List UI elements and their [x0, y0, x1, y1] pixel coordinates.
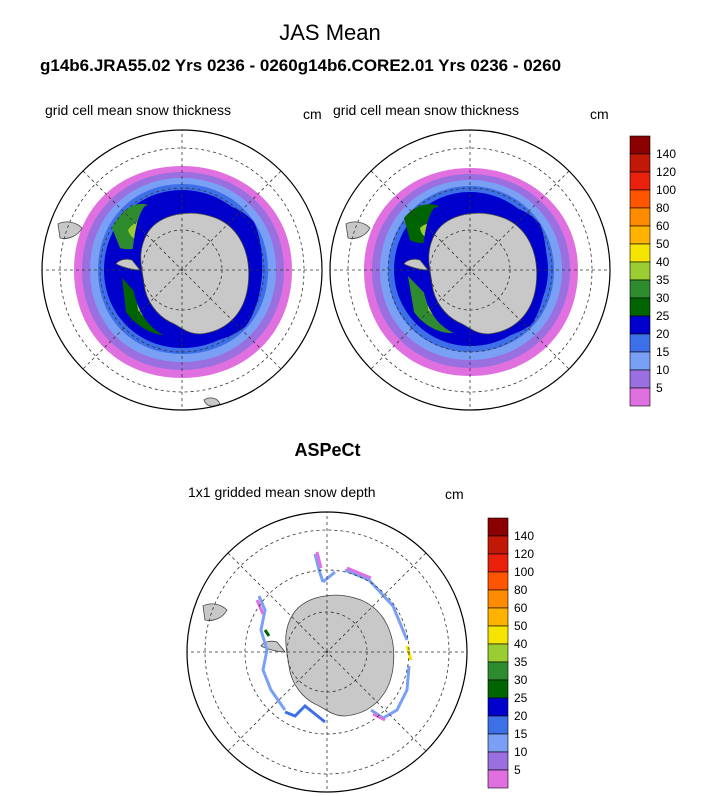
colorbar-label: 5 [514, 763, 521, 777]
colorbar-label: 20 [656, 327, 670, 341]
figure-title: JAS Mean [279, 20, 381, 45]
colorbar-swatch [629, 387, 651, 407]
colorbar-swatch [629, 297, 651, 317]
colorbar-swatch [487, 769, 509, 789]
colorbar-swatch [487, 589, 509, 609]
panel-3-units: cm [445, 486, 464, 502]
antarctica [345, 212, 538, 335]
colorbar-label: 10 [514, 745, 528, 759]
panel-3-label: 1x1 gridded mean snow depth [188, 484, 376, 500]
polar-map-core2 [329, 129, 611, 411]
colorbar-label: 60 [514, 601, 528, 615]
colorbar-label: 140 [514, 529, 534, 543]
colorbar-swatch [487, 571, 509, 591]
colorbar-swatch [487, 643, 509, 663]
polar-map-jra55 [41, 129, 323, 411]
colorbar-swatch [487, 733, 509, 753]
colorbar-swatch [487, 607, 509, 627]
colorbar-bottom: 140 120 100 80 60 50 40 35 30 25 20 15 10 5 [487, 517, 534, 789]
colorbar-label: 120 [656, 165, 676, 179]
colorbar-swatch [487, 553, 509, 573]
polar-map-aspect [186, 511, 468, 793]
colorbar-label: 50 [656, 237, 670, 251]
panel-1-units: cm [303, 106, 322, 122]
panel-2-label: grid cell mean snow thickness [333, 102, 519, 118]
aspect-section-title: ASPeCt [294, 440, 361, 460]
panel-2-units: cm [590, 106, 609, 122]
colorbar-swatch [629, 153, 651, 173]
antarctica [202, 594, 395, 717]
colorbar-label: 35 [656, 273, 670, 287]
colorbar-swatch [629, 369, 651, 389]
colorbar-swatch [629, 135, 651, 155]
colorbar-swatch [629, 243, 651, 263]
figure-subtitle: g14b6.JRA55.02 Yrs 0236 - 0260g14b6.CORE… [40, 56, 562, 75]
colorbar-swatch [629, 189, 651, 209]
colorbar-label: 60 [656, 219, 670, 233]
colorbar-swatch [629, 315, 651, 335]
colorbar-label: 5 [656, 381, 663, 395]
colorbar-label: 40 [514, 637, 528, 651]
colorbar-swatch [487, 535, 509, 555]
colorbar-label: 120 [514, 547, 534, 561]
colorbar-label: 100 [514, 565, 534, 579]
colorbar-swatch [629, 279, 651, 299]
colorbar-top: 140 120 100 80 60 50 40 35 30 25 20 15 10 5 [629, 135, 676, 407]
colorbar-swatch [629, 225, 651, 245]
graticule [330, 130, 610, 410]
colorbar-swatch [629, 333, 651, 353]
colorbar-swatch [487, 679, 509, 699]
colorbar-swatch [487, 517, 509, 537]
graticule [42, 130, 322, 410]
colorbar-swatch [629, 261, 651, 281]
panel-1-label: grid cell mean snow thickness [45, 102, 231, 118]
colorbar-label: 80 [514, 583, 528, 597]
colorbar-swatch [487, 697, 509, 717]
colorbar-label: 15 [514, 727, 528, 741]
colorbar-label: 140 [656, 147, 676, 161]
colorbar-label: 10 [656, 363, 670, 377]
colorbar-swatch [629, 171, 651, 191]
colorbar-label: 40 [656, 255, 670, 269]
colorbar-label: 25 [656, 309, 670, 323]
colorbar-label: 35 [514, 655, 528, 669]
colorbar-swatch [629, 351, 651, 371]
antarctica [57, 212, 250, 407]
colorbar-swatch [629, 207, 651, 227]
colorbar-label: 15 [656, 345, 670, 359]
colorbar-label: 50 [514, 619, 528, 633]
colorbar-swatch [487, 751, 509, 771]
graticule [187, 512, 467, 792]
colorbar-label: 100 [656, 183, 676, 197]
colorbar-label: 25 [514, 691, 528, 705]
colorbar-label: 20 [514, 709, 528, 723]
colorbar-label: 80 [656, 201, 670, 215]
colorbar-swatch [487, 625, 509, 645]
colorbar-swatch [487, 715, 509, 735]
colorbar-label: 30 [656, 291, 670, 305]
colorbar-swatch [487, 661, 509, 681]
colorbar-label: 30 [514, 673, 528, 687]
